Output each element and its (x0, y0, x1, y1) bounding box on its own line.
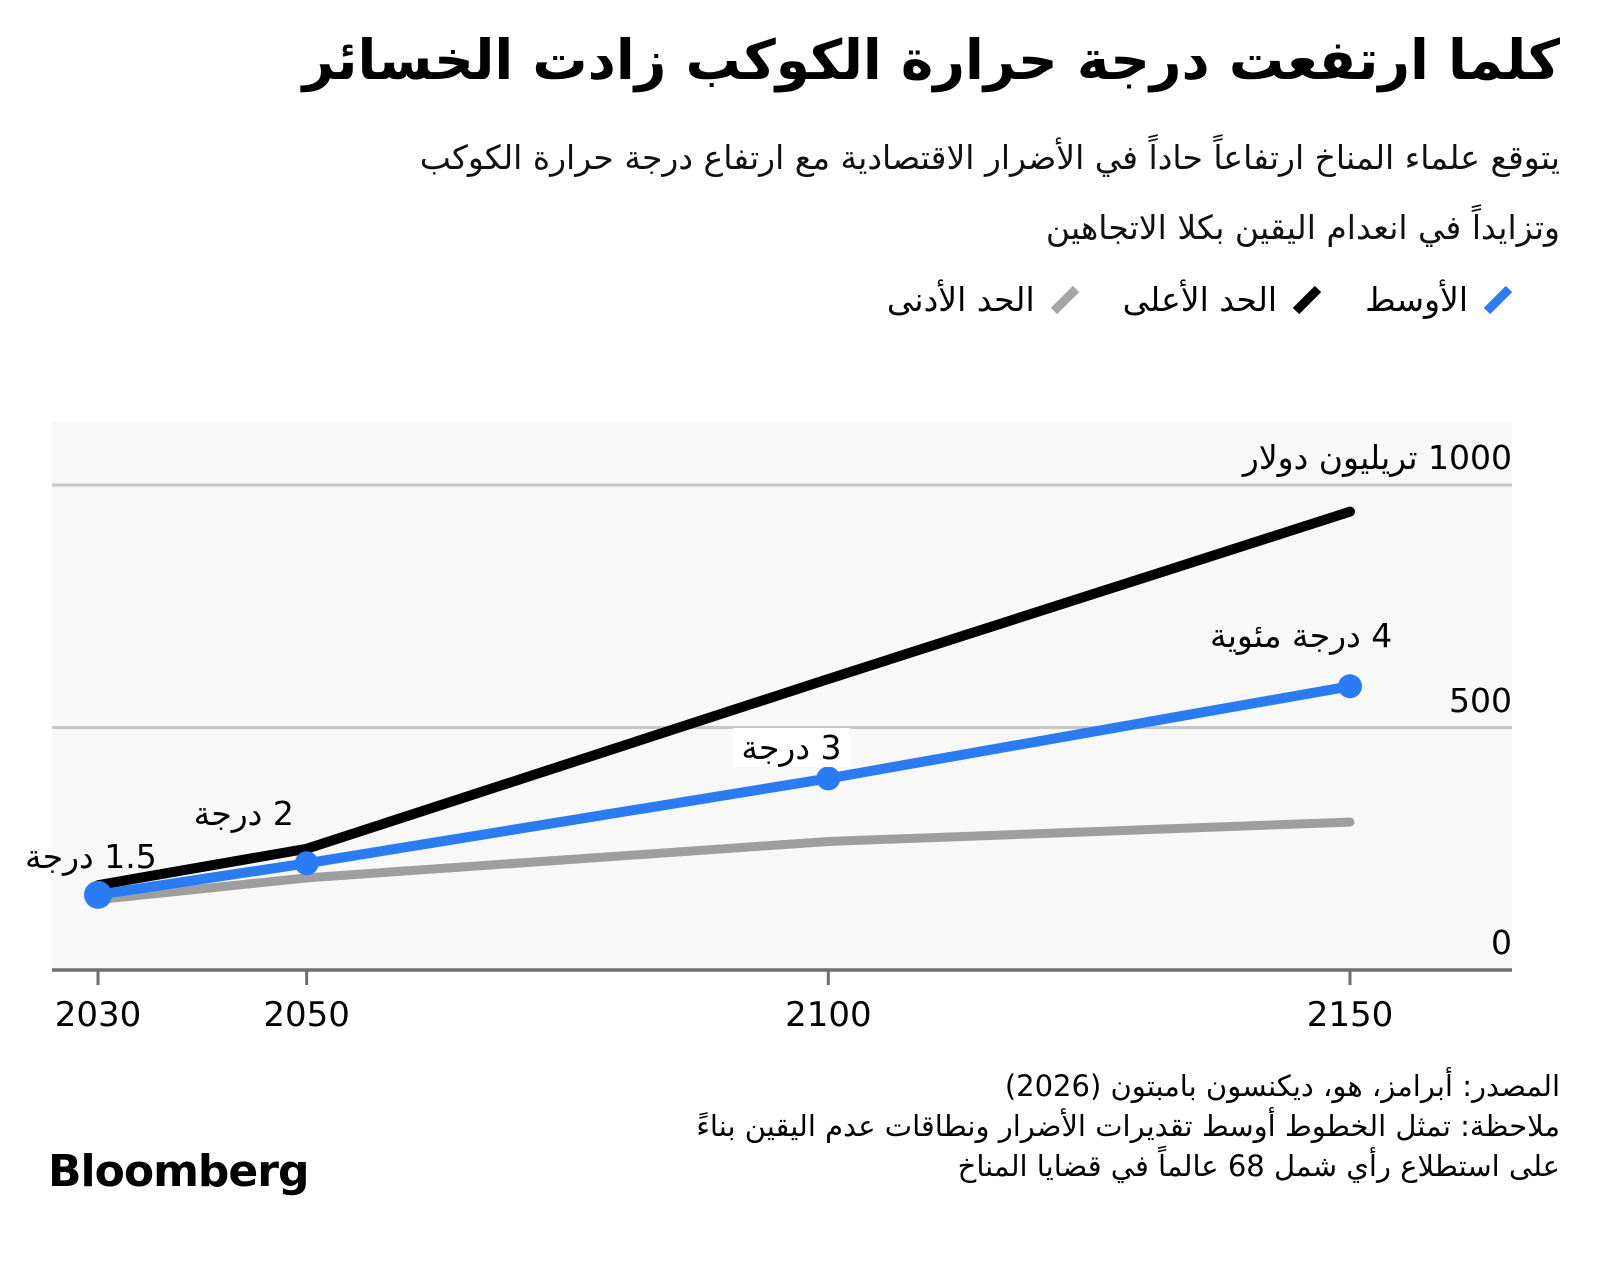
method-note-line1: ملاحظة: تمثل الخطوط أوسط تقديرات الأضرار… (696, 1109, 1560, 1144)
legend-label: الحد الأعلى (1122, 280, 1278, 319)
x-axis-label-2050: 2050 (263, 995, 350, 1035)
legend-swatch-icon (1483, 285, 1513, 314)
data-point-marker (84, 880, 112, 909)
legend-item-2: الحد الأدنى (887, 280, 1081, 319)
legend-item-0: الأوسط (1365, 280, 1514, 319)
bloomberg-logo: Bloomberg (48, 1146, 309, 1197)
source-note: المصدر: أبرامز، هو، ديكنسون بامبتون (202… (1004, 1069, 1560, 1103)
x-axis-label-2030: 2030 (54, 995, 142, 1035)
series-line (93, 681, 1355, 900)
legend-item-1: الحد الأعلى (1123, 280, 1323, 319)
data-point-marker (816, 766, 841, 791)
chart-legend: الأوسط الحد الأعلى الحد الأدنى (887, 280, 1514, 319)
point-label-2: 3 درجة (733, 728, 850, 768)
legend-swatch-icon (1050, 285, 1079, 314)
point-label-1: 2 درجة (193, 794, 294, 834)
legend-label: الأوسط (1365, 280, 1468, 319)
method-note-line2: على استطلاع رأي شمل 68 عالماً في قضايا ا… (957, 1149, 1560, 1184)
chart-subtitle-line2: وتزايداً في انعدام اليقين بكلا الاتجاهين (1045, 208, 1560, 247)
chart-title: كلما ارتفعت درجة حرارة الكوكب زادت الخسا… (302, 28, 1560, 92)
series-line (93, 817, 1355, 905)
chart-footer: المصدر: أبرامز، هو، ديكنسون بامبتون (202… (696, 1066, 1560, 1186)
y-axis-label-500: 500 (1449, 680, 1512, 720)
point-label-0: 1.5 درجة (25, 836, 157, 876)
legend-label: الحد الأدنى (886, 280, 1035, 319)
data-point-marker (1338, 674, 1362, 699)
x-axis-label-2150: 2150 (1306, 995, 1394, 1035)
legend-swatch-icon (1292, 285, 1322, 314)
series-line (93, 506, 1355, 891)
chart-subtitle-line1: يتوقع علماء المناخ ارتفاعاً حاداً في الأ… (419, 138, 1560, 177)
data-point-marker (294, 851, 319, 876)
x-axis-label-2100: 2100 (785, 995, 872, 1035)
y-axis-label-1000: 1000 تريليون دولار (1242, 438, 1512, 477)
y-axis-label-0: 0 (1491, 923, 1512, 962)
point-label-3: 4 درجة مئوية (1210, 616, 1393, 656)
line-chart-canvas (52, 422, 1512, 985)
